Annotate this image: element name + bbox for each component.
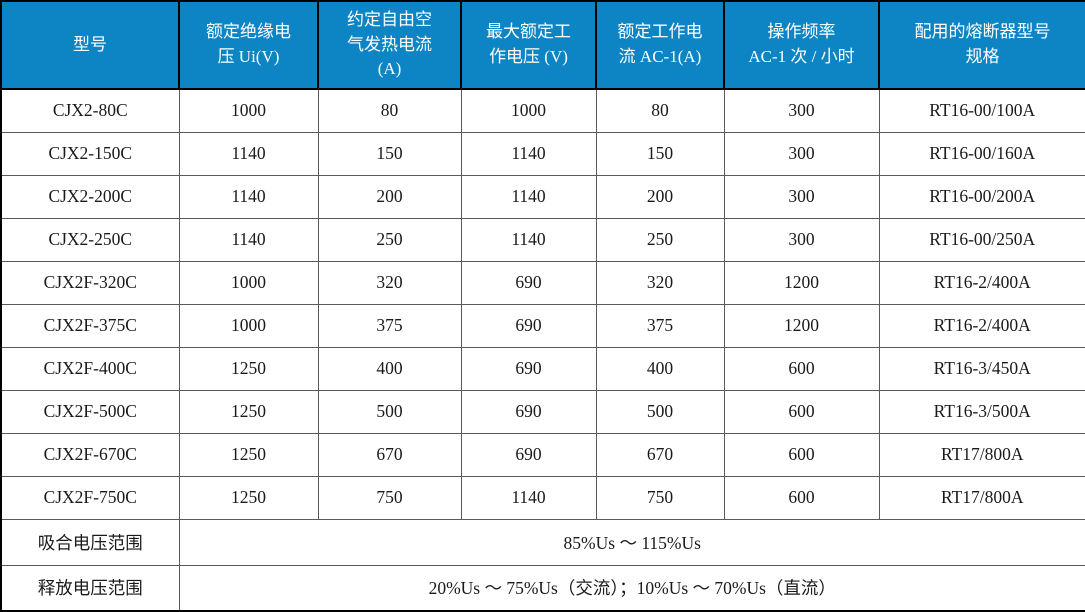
table-cell: RT16-3/500A xyxy=(878,389,1085,434)
table-cell: 690 xyxy=(460,389,597,434)
table-cell: 300 xyxy=(723,131,880,176)
table-cell: 1200 xyxy=(723,303,880,348)
footer-value-cell: 20%Us ～ 75%Us（交流）；10%Us ～ 70%Us（直流） xyxy=(178,564,1085,612)
table-cell: 300 xyxy=(723,217,880,262)
table-cell: 1140 xyxy=(460,174,597,219)
table-row: CJX2F-750C 1250 750 1140 750 600 RT17/80… xyxy=(0,475,1085,520)
model-cell: CJX2-250C xyxy=(0,217,180,262)
table-row-pickup-voltage-range: 吸合电压范围 85%Us ～ 115%Us xyxy=(0,518,1085,566)
table-cell: 1140 xyxy=(178,217,319,262)
column-header-rated-operating-current: 额定工作电 流 AC-1(A) xyxy=(595,0,725,90)
model-cell: CJX2F-500C xyxy=(0,389,180,434)
table-cell: 1250 xyxy=(178,346,319,391)
table-cell: RT17/800A xyxy=(878,432,1085,477)
table-cell: 500 xyxy=(595,389,725,434)
model-cell: CJX2F-320C xyxy=(0,260,180,305)
table-cell: 300 xyxy=(723,88,880,133)
model-cell: CJX2F-400C xyxy=(0,346,180,391)
table-cell: RT17/800A xyxy=(878,475,1085,520)
table-cell: 600 xyxy=(723,432,880,477)
column-header-model: 型号 xyxy=(0,0,180,90)
table-cell: 670 xyxy=(595,432,725,477)
header-row: 型号 额定绝缘电 压 Ui(V) 约定自由空 气发热电流 (A) 最大额定工 作… xyxy=(0,0,1085,90)
column-header-max-rated-operating-voltage: 最大额定工 作电压 (V) xyxy=(460,0,597,90)
table-cell: 1000 xyxy=(178,260,319,305)
table-cell: 1140 xyxy=(178,131,319,176)
table-cell: 1140 xyxy=(460,475,597,520)
table-cell: 1140 xyxy=(460,217,597,262)
table-cell: RT16-2/400A xyxy=(878,303,1085,348)
model-cell: CJX2-200C xyxy=(0,174,180,219)
table-row: CJX2-150C 1140 150 1140 150 300 RT16-00/… xyxy=(0,131,1085,176)
table-cell: RT16-00/200A xyxy=(878,174,1085,219)
table-cell: 1250 xyxy=(178,475,319,520)
table-cell: 80 xyxy=(317,88,462,133)
table-cell: 320 xyxy=(317,260,462,305)
model-cell: CJX2F-750C xyxy=(0,475,180,520)
table-cell: RT16-2/400A xyxy=(878,260,1085,305)
table-cell: 1250 xyxy=(178,432,319,477)
table-cell: 750 xyxy=(595,475,725,520)
table-cell: 600 xyxy=(723,475,880,520)
table-row: CJX2F-670C 1250 670 690 670 600 RT17/800… xyxy=(0,432,1085,477)
table-cell: 690 xyxy=(460,303,597,348)
column-header-matching-fuse-spec: 配用的熔断器型号 规格 xyxy=(878,0,1085,90)
model-cell: CJX2F-670C xyxy=(0,432,180,477)
table-cell: 600 xyxy=(723,346,880,391)
table-cell: 400 xyxy=(595,346,725,391)
table-row: CJX2F-320C 1000 320 690 320 1200 RT16-2/… xyxy=(0,260,1085,305)
table-row: CJX2-200C 1140 200 1140 200 300 RT16-00/… xyxy=(0,174,1085,219)
table-cell: 1200 xyxy=(723,260,880,305)
table-cell: 1000 xyxy=(460,88,597,133)
table-cell: 375 xyxy=(317,303,462,348)
table-cell: 600 xyxy=(723,389,880,434)
table-row: CJX2-80C 1000 80 1000 80 300 RT16-00/100… xyxy=(0,88,1085,133)
model-cell: CJX2-80C xyxy=(0,88,180,133)
table-cell: 690 xyxy=(460,260,597,305)
table-cell: 250 xyxy=(595,217,725,262)
table-cell: 150 xyxy=(595,131,725,176)
table-cell: RT16-00/100A xyxy=(878,88,1085,133)
table-cell: 375 xyxy=(595,303,725,348)
table-row: CJX2F-400C 1250 400 690 400 600 RT16-3/4… xyxy=(0,346,1085,391)
table-cell: 1250 xyxy=(178,389,319,434)
model-cell: CJX2-150C xyxy=(0,131,180,176)
table-cell: 500 xyxy=(317,389,462,434)
table-cell: 250 xyxy=(317,217,462,262)
table-row: CJX2F-500C 1250 500 690 500 600 RT16-3/5… xyxy=(0,389,1085,434)
table-cell: 80 xyxy=(595,88,725,133)
table-cell: 400 xyxy=(317,346,462,391)
table-cell: 670 xyxy=(317,432,462,477)
table-cell: 300 xyxy=(723,174,880,219)
column-header-operating-frequency: 操作频率 AC-1 次 / 小时 xyxy=(723,0,880,90)
table-cell: 320 xyxy=(595,260,725,305)
table-row-release-voltage-range: 释放电压范围 20%Us ～ 75%Us（交流）；10%Us ～ 70%Us（直… xyxy=(0,564,1085,612)
table-cell: 1000 xyxy=(178,303,319,348)
table-cell: 1140 xyxy=(460,131,597,176)
table-cell: RT16-3/450A xyxy=(878,346,1085,391)
table-row: CJX2-250C 1140 250 1140 250 300 RT16-00/… xyxy=(0,217,1085,262)
table-cell: 1140 xyxy=(178,174,319,219)
column-header-conventional-free-air-thermal-current: 约定自由空 气发热电流 (A) xyxy=(317,0,462,90)
footer-label-cell: 释放电压范围 xyxy=(0,564,180,612)
table-cell: 200 xyxy=(595,174,725,219)
footer-value-cell: 85%Us ～ 115%Us xyxy=(178,518,1085,566)
table-cell: 1000 xyxy=(178,88,319,133)
footer-label-cell: 吸合电压范围 xyxy=(0,518,180,566)
table-cell: 150 xyxy=(317,131,462,176)
table-row: CJX2F-375C 1000 375 690 375 1200 RT16-2/… xyxy=(0,303,1085,348)
table-cell: 200 xyxy=(317,174,462,219)
table-cell: RT16-00/160A xyxy=(878,131,1085,176)
model-cell: CJX2F-375C xyxy=(0,303,180,348)
table-cell: 690 xyxy=(460,432,597,477)
table-cell: RT16-00/250A xyxy=(878,217,1085,262)
column-header-rated-insulation-voltage: 额定绝缘电 压 Ui(V) xyxy=(178,0,319,90)
table-cell: 690 xyxy=(460,346,597,391)
table-cell: 750 xyxy=(317,475,462,520)
